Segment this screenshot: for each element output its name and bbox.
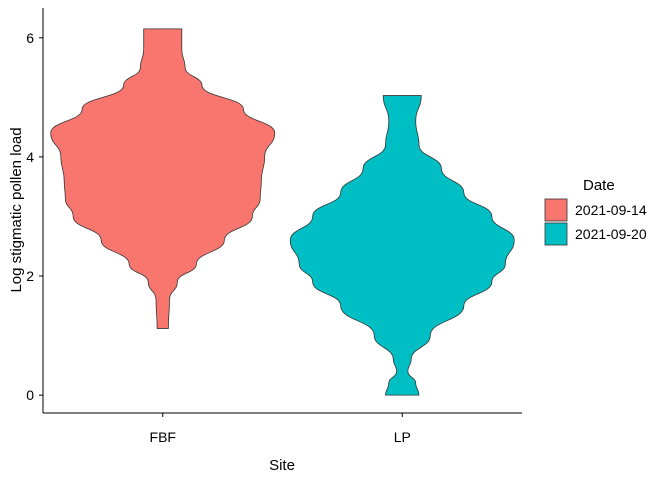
legend-label: 2021-09-20 bbox=[575, 226, 647, 242]
violin-layer bbox=[50, 28, 515, 396]
x-tick-label: LP bbox=[394, 429, 411, 445]
y-ticks: 0 2 4 6 bbox=[26, 30, 43, 403]
x-ticks: FBF LP bbox=[150, 413, 411, 445]
legend-label: 2021-09-14 bbox=[575, 202, 647, 218]
y-tick-label: 4 bbox=[26, 149, 34, 165]
y-tick-label: 0 bbox=[26, 387, 34, 403]
y-tick-label: 6 bbox=[26, 30, 34, 46]
legend-key bbox=[544, 222, 568, 246]
legend: Date 2021-09-14 2021-09-20 bbox=[544, 177, 647, 246]
legend-title: Date bbox=[583, 177, 615, 194]
violin-fbf bbox=[50, 28, 276, 329]
legend-key bbox=[544, 198, 568, 222]
y-axis-title: Log stigmatic pollen load bbox=[8, 127, 25, 292]
y-tick-label: 2 bbox=[26, 268, 34, 284]
x-axis-title: Site bbox=[269, 457, 295, 474]
violin-lp bbox=[289, 95, 515, 396]
x-tick-label: FBF bbox=[150, 429, 176, 445]
